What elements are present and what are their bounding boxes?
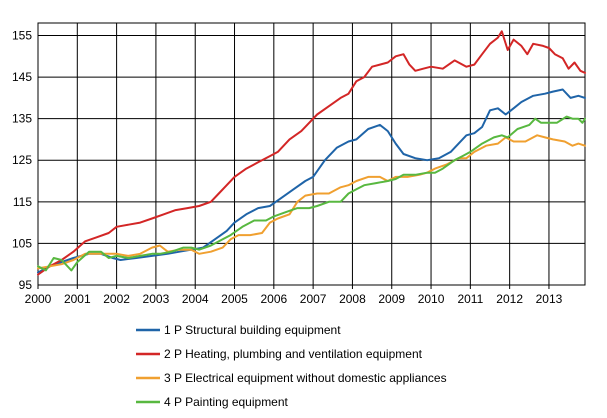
series-line-4 [37, 115, 586, 272]
x-tick-label: 2000 [25, 292, 52, 306]
y-tick-label: 145 [12, 70, 32, 84]
x-tick-label: 2012 [496, 292, 523, 306]
series-line-3 [37, 134, 586, 270]
grid-lines [37, 23, 585, 289]
x-tick-label: 2009 [378, 292, 405, 306]
x-tick-label: 2002 [103, 292, 130, 306]
series-line-2 [37, 30, 586, 276]
series-lines [37, 30, 586, 276]
x-tick-label: 2008 [339, 292, 366, 306]
x-tick-label: 2007 [300, 292, 327, 306]
y-tick-label: 105 [12, 236, 32, 250]
x-tick-label: 2001 [64, 292, 91, 306]
legend-label-4: 4 P Painting equipment [164, 395, 289, 409]
series-line-1 [37, 88, 586, 274]
x-tick-label: 2006 [260, 292, 287, 306]
x-axis-tick-labels: 2000 2001 2002 2003 2004 2005 2006 2007 2008 2009… [25, 292, 563, 306]
y-axis-tick-labels: 95 105 115 125 135 145 155 [12, 28, 32, 292]
x-tick-label: 2013 [536, 292, 563, 306]
y-tick-label: 115 [13, 195, 32, 209]
x-tick-label: 2005 [221, 292, 248, 306]
y-tick-label: 135 [12, 112, 32, 126]
y-tick-label: 95 [19, 278, 33, 292]
x-tick-label: 2003 [143, 292, 170, 306]
x-tick-label: 2011 [457, 292, 483, 306]
legend-label-2: 2 P Heating, plumbing and ventilation eq… [164, 347, 423, 361]
plot-frame [37, 22, 586, 286]
x-tick-label: 2004 [182, 292, 209, 306]
x-tick-label: 2010 [418, 292, 445, 306]
y-tick-label: 125 [12, 153, 32, 167]
legend: 1 P Structural building equipment 2 P Hea… [136, 323, 447, 409]
legend-label-3: 3 P Electrical equipment without domesti… [164, 371, 447, 385]
y-tick-label: 155 [12, 28, 32, 42]
legend-label-1: 1 P Structural building equipment [164, 323, 341, 337]
